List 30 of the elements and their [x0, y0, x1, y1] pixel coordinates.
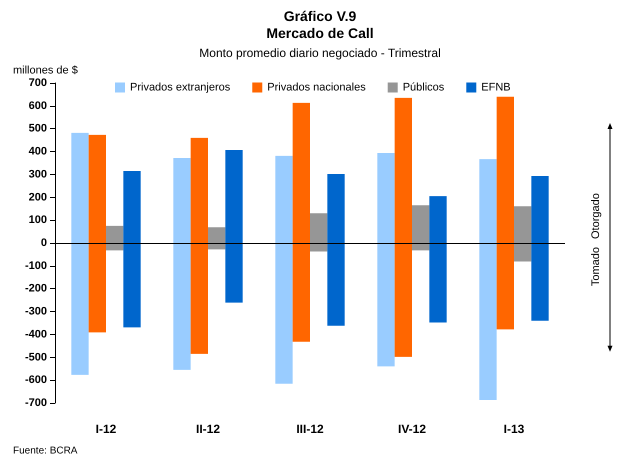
legend-label: Privados extranjeros: [130, 82, 231, 94]
y-tick-label: -500: [24, 351, 47, 364]
y-tick-label: 500: [28, 122, 47, 135]
y-tick-label: -400: [24, 328, 47, 340]
y-tick-label: 300: [28, 168, 47, 180]
x-tick-label: II-12: [196, 422, 220, 436]
y-tick-label: -600: [24, 374, 47, 386]
y-tick-label: 700: [28, 77, 47, 89]
y-tick-label: -100: [24, 260, 47, 272]
legend-label: Privados nacionales: [267, 82, 366, 94]
y-tick-label: 400: [28, 146, 47, 158]
chart-subtitle: Monto promedio diario negociado - Trimestral: [199, 46, 441, 60]
text: Otorgado: [590, 193, 602, 239]
y-tick-label: 600: [28, 100, 47, 112]
x-tick-label: I-13: [504, 422, 525, 436]
legend-label: EFNB: [481, 82, 511, 94]
legend-label: Públicos: [402, 82, 445, 94]
y-tick-label: 200: [28, 191, 47, 204]
y-tick-label: -700: [24, 397, 47, 409]
y-tick-label: -300: [24, 306, 47, 318]
x-tick-label: IV-12: [398, 422, 426, 436]
y-axis-title: millones de $: [13, 64, 78, 76]
y-tick-label: 0: [40, 237, 47, 249]
y-tick-label: 100: [28, 214, 47, 226]
source-note: Fuente: BCRA: [13, 446, 78, 456]
y-tick-label: -200: [24, 282, 47, 295]
x-tick-label: III-12: [296, 422, 324, 436]
text: Tomado: [590, 247, 602, 286]
chart-title: Gráfico V.9 Mercado de Call: [266, 8, 374, 41]
x-tick-label: I-12: [96, 422, 117, 436]
